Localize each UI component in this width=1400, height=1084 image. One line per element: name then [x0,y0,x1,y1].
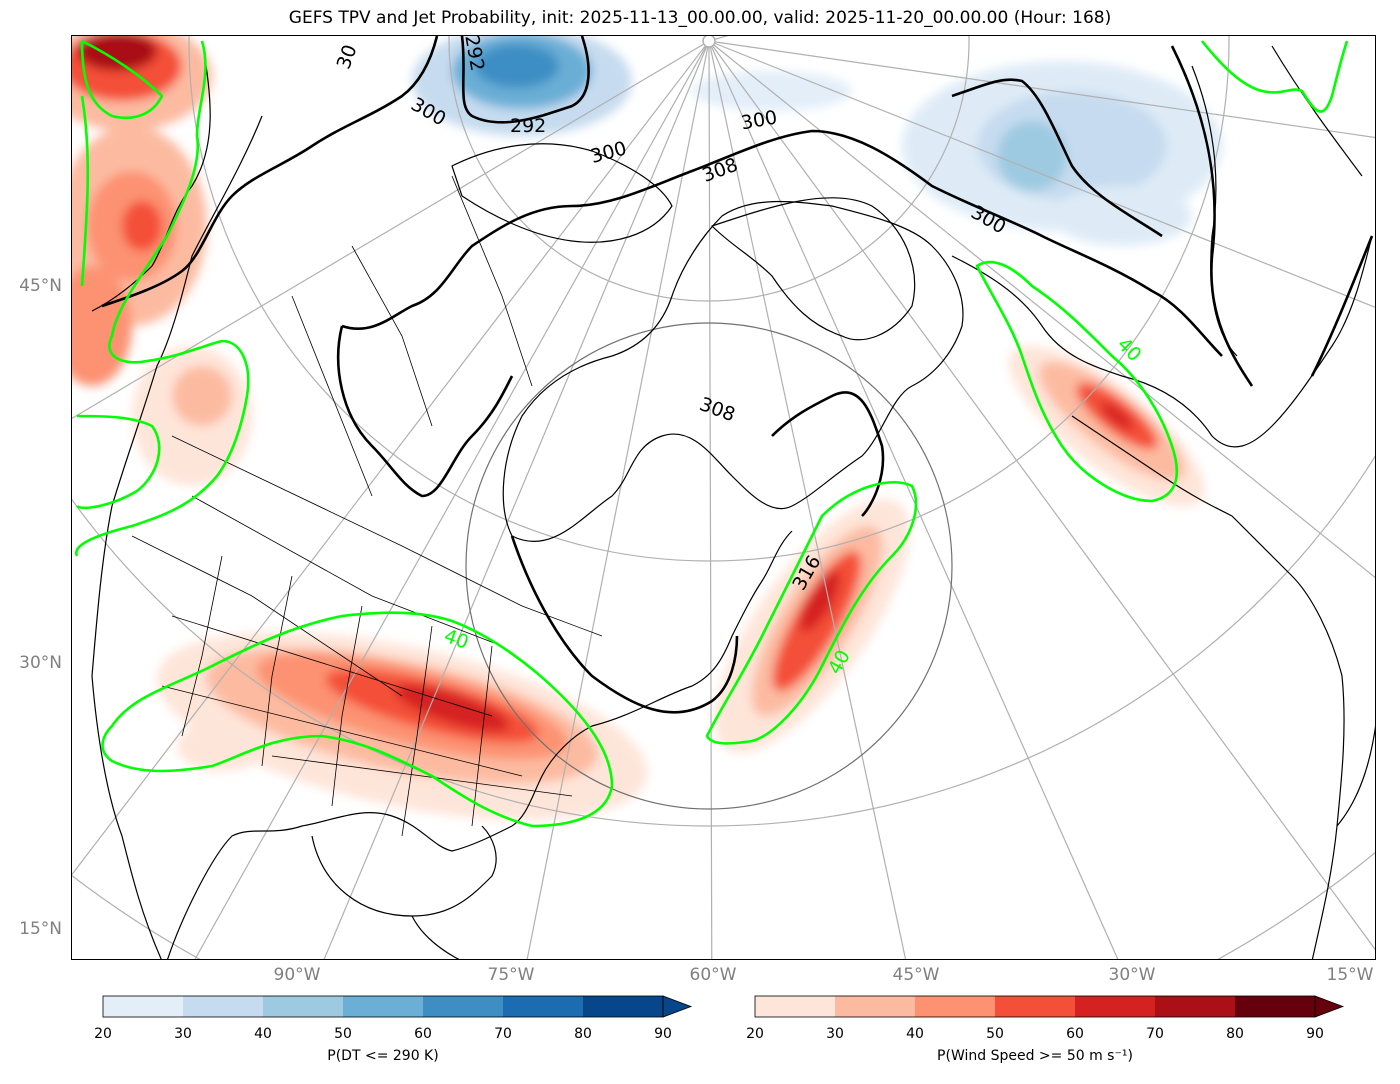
lon-label-90w: 90°W [273,965,321,985]
dt-contour-labels: 292 300 300 300 308 308 316 292 300 30 [333,36,1010,594]
dt-label-308-b: 308 [696,393,738,426]
colorbar-swatch [1235,996,1315,1017]
lon-label-45w: 45°W [892,965,940,985]
projection-circle [465,322,953,810]
lon-label-75w: 75°W [487,965,535,985]
coastlines [91,40,1375,959]
colorbar-swatch [423,996,503,1017]
dt-label-292: 292 [510,115,546,137]
map-panel: 292 300 300 300 308 308 316 292 300 30 4… [71,35,1376,960]
colorbar-swatch [263,996,343,1017]
colorbar-swatch [583,996,663,1017]
colorbar-tick-label: 80 [574,1026,592,1042]
colorbar-swatch [503,996,583,1017]
lat-label-30n: 30°N [19,653,62,673]
colorbar-swatch [755,996,835,1017]
map-canvas: 292 300 300 300 308 308 316 292 300 30 4… [72,36,1375,959]
lat-label-15n: 15°N [19,919,62,939]
colorbar-swatch [1075,996,1155,1017]
colorbar-outline [102,995,664,1018]
colorbar-tick-label: 30 [174,1026,192,1042]
lon-label-60w: 60°W [689,965,737,985]
dt-label-30: 30 [333,42,362,72]
state-borders [131,175,603,837]
dt-label-308-a: 308 [699,154,741,187]
wind-colorbar-label: P(Wind Speed >= 50 m s⁻¹) [937,1048,1133,1064]
colorbar-swatch [103,996,183,1017]
colorbar-tick-label: 90 [1306,1026,1324,1042]
graticule [72,36,1375,959]
jet-probability-shading [72,36,1205,820]
colorbar-tick-label: 50 [334,1026,352,1042]
dt-colorbar-label: P(DT <= 290 K) [327,1048,439,1064]
wind-colorbar-swatches [754,995,1345,1018]
colorbar-tick-label: 80 [1226,1026,1244,1042]
colorbar-tick-label: 60 [1066,1026,1084,1042]
colorbar-swatch [835,996,915,1017]
map-title: GEFS TPV and Jet Probability, init: 2025… [288,8,1112,28]
colorbar-swatch [343,996,423,1017]
colorbar-outline [754,995,1316,1018]
lon-label-30w: 30°W [1108,965,1156,985]
colorbar-tick-label: 50 [986,1026,1004,1042]
colorbar-tick-label: 40 [254,1026,272,1042]
colorbar-extend-arrow [662,995,693,1018]
dt-label-300-b: 300 [588,137,629,168]
colorbar-swatch [915,996,995,1017]
colorbar-tick-label: 70 [1146,1026,1164,1042]
dt-colorbar [102,995,693,1018]
jet-label-40-a: 40 [441,625,471,654]
jet-contours [74,39,1349,828]
dt-probability-shading [412,36,1222,246]
colorbar-tick-label: 40 [906,1026,924,1042]
colorbar-swatch [183,996,263,1017]
dt-contours [101,36,1374,714]
colorbar-extend-arrow [1314,995,1345,1018]
colorbar-tick-label: 70 [494,1026,512,1042]
wind-colorbar [754,995,1345,1018]
dt-label-300-d: 300 [739,106,779,134]
dt-colorbar-swatches [102,995,693,1018]
north-pole-marker [702,36,716,48]
colorbar-tick-label: 20 [94,1026,112,1042]
colorbar-tick-label: 30 [826,1026,844,1042]
lat-label-45n: 45°N [19,276,62,296]
colorbar-tick-label: 20 [746,1026,764,1042]
colorbar-swatch [995,996,1075,1017]
colorbar-tick-label: 60 [414,1026,432,1042]
lon-label-15w: 15°W [1326,965,1374,985]
colorbar-tick-label: 90 [654,1026,672,1042]
colorbar-swatch [1155,996,1235,1017]
